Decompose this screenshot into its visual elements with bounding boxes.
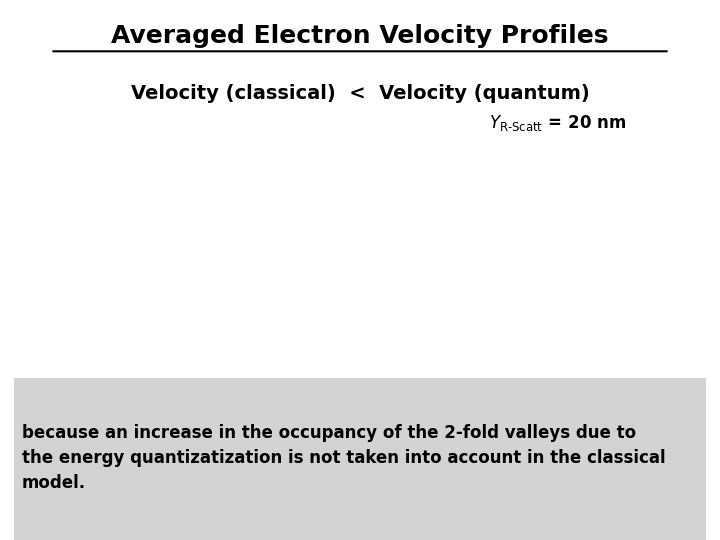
Text: Velocity (classical)  <  Velocity (quantum): Velocity (classical) < Velocity (quantum… (130, 84, 590, 103)
FancyBboxPatch shape (14, 378, 706, 540)
Text: Averaged Electron Velocity Profiles: Averaged Electron Velocity Profiles (112, 24, 608, 48)
Text: because an increase in the occupancy of the 2-fold valleys due to
the energy qua: because an increase in the occupancy of … (22, 424, 665, 492)
Text: $\mathit{Y}_{\mathsf{R\text{-}Scatt}}$ = 20 nm: $\mathit{Y}_{\mathsf{R\text{-}Scatt}}$ =… (489, 113, 626, 133)
